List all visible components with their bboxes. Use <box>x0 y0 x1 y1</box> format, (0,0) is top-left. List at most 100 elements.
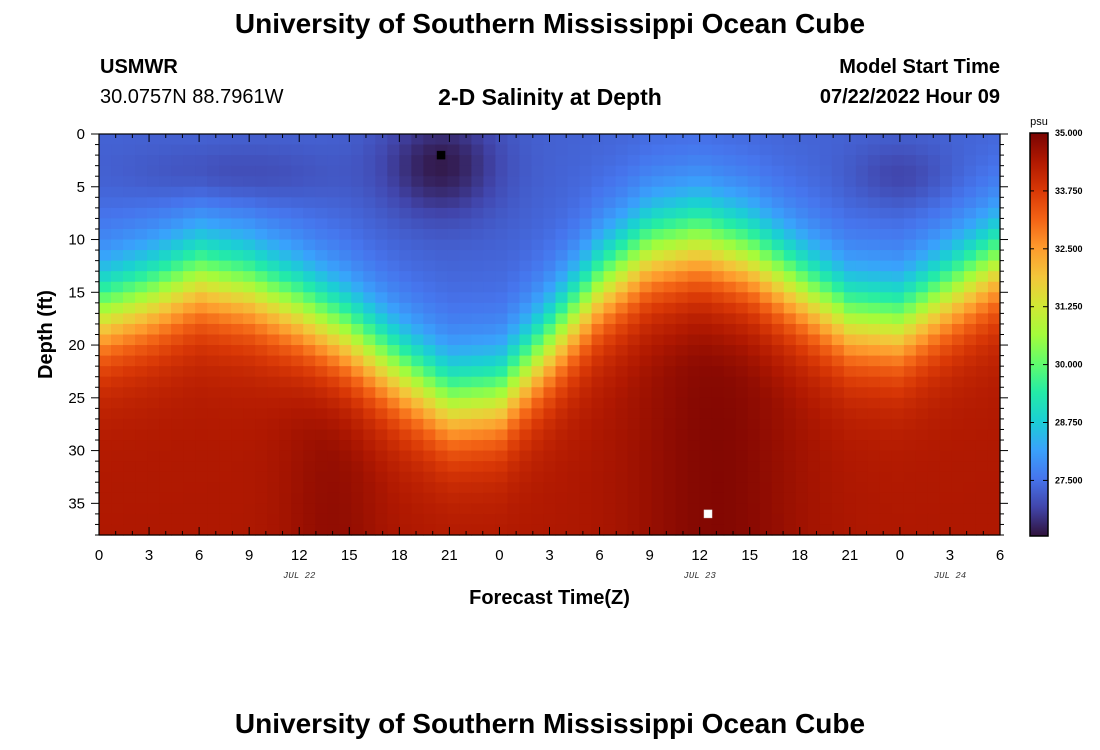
heatmap-cell <box>639 429 653 441</box>
heatmap-cell <box>423 366 436 378</box>
heatmap-cell <box>447 440 460 452</box>
heatmap-cell <box>975 355 989 367</box>
heatmap-cell <box>315 302 328 314</box>
heatmap-cell <box>639 271 653 283</box>
heatmap-cell <box>171 313 184 325</box>
heatmap-cell <box>567 207 581 220</box>
heatmap-cell <box>615 165 629 177</box>
heatmap-cell <box>795 408 809 420</box>
heatmap-cell <box>831 186 845 198</box>
heatmap-cell <box>243 366 256 378</box>
heatmap-cell <box>891 207 905 220</box>
heatmap-cell <box>819 334 833 346</box>
heatmap-cell <box>315 176 328 188</box>
heatmap-cell <box>435 376 448 388</box>
heatmap-cell <box>243 155 256 167</box>
heatmap-cell <box>243 513 256 526</box>
heatmap-cell <box>771 524 785 536</box>
heatmap-cell <box>435 471 448 483</box>
x-tick-label: 18 <box>391 547 408 564</box>
heatmap-cell <box>663 144 677 156</box>
heatmap-cell <box>303 134 316 146</box>
heatmap-cell <box>219 260 232 272</box>
heatmap-cell <box>267 450 280 462</box>
heatmap-cell <box>147 418 160 431</box>
heatmap-cell <box>675 155 689 167</box>
heatmap-cell <box>111 450 124 462</box>
heatmap-cell <box>639 207 653 220</box>
heatmap-cell <box>351 450 364 462</box>
heatmap-cell <box>927 461 941 473</box>
heatmap-cell <box>135 228 148 241</box>
heatmap-cell <box>891 345 905 357</box>
heatmap-cell <box>279 482 292 494</box>
heatmap-cell <box>795 492 809 504</box>
heatmap-cell <box>795 387 809 399</box>
heatmap-cell <box>255 228 268 241</box>
heatmap-cell <box>615 323 629 336</box>
heatmap-cell <box>207 228 220 241</box>
heatmap-cell <box>531 524 545 536</box>
heatmap-cell <box>195 408 208 420</box>
heatmap-cell <box>927 260 941 272</box>
heatmap-cell <box>663 471 677 483</box>
heatmap-cell <box>687 408 701 420</box>
heatmap-cell <box>783 207 797 220</box>
heatmap-cell <box>267 144 280 156</box>
heatmap-cell <box>159 387 172 399</box>
heatmap-cell <box>327 239 340 251</box>
heatmap-cell <box>579 345 593 357</box>
heatmap-cell <box>975 144 989 156</box>
heatmap-cell <box>831 165 845 177</box>
heatmap-cell <box>255 155 268 167</box>
heatmap-cell <box>927 366 941 378</box>
heatmap-cell <box>471 239 485 251</box>
heatmap-cell <box>927 513 941 526</box>
heatmap-cell <box>411 165 424 177</box>
heatmap-cell <box>687 218 701 230</box>
heatmap-cell <box>771 492 785 504</box>
heatmap-cell <box>243 176 256 188</box>
heatmap-cell <box>339 397 352 409</box>
heatmap-cell <box>867 482 881 494</box>
heatmap-cell <box>387 218 400 230</box>
heatmap-cell <box>555 165 569 177</box>
heatmap-cell <box>219 144 232 156</box>
heatmap-cell <box>507 397 521 409</box>
heatmap-cell <box>663 450 677 462</box>
heatmap-cell <box>519 440 533 452</box>
heatmap-cell <box>747 228 761 241</box>
heatmap-cell <box>807 250 821 262</box>
heatmap-cell <box>183 239 196 251</box>
heatmap-cell <box>795 292 809 304</box>
heatmap-cell <box>351 176 364 188</box>
heatmap-cell <box>423 313 436 325</box>
heatmap-cell <box>651 524 665 536</box>
heatmap-cell <box>147 134 160 146</box>
heatmap-cell <box>651 450 665 462</box>
heatmap-cell <box>123 250 136 262</box>
heatmap-cell <box>207 461 220 473</box>
heatmap-cell <box>723 134 737 146</box>
heatmap-cell <box>531 302 545 314</box>
heatmap-cell <box>435 218 448 230</box>
heatmap-cell <box>735 197 749 209</box>
heatmap-cell <box>543 260 557 272</box>
heatmap-cell <box>567 334 581 346</box>
heatmap-cell <box>231 239 244 251</box>
heatmap-cell <box>339 418 352 431</box>
heatmap-cell <box>315 492 328 504</box>
heatmap-cell <box>855 366 869 378</box>
heatmap-cell <box>147 165 160 177</box>
heatmap-cell <box>627 292 641 304</box>
heatmap-cell <box>495 471 509 483</box>
heatmap-cell <box>219 366 232 378</box>
heatmap-cell <box>411 345 424 357</box>
heatmap-cell <box>747 239 761 251</box>
heatmap-cell <box>795 144 809 156</box>
heatmap-cell <box>819 503 833 515</box>
heatmap-cell <box>411 492 424 504</box>
heatmap-cell <box>483 313 497 325</box>
heatmap-cell <box>135 207 148 220</box>
heatmap-cell <box>675 281 689 293</box>
